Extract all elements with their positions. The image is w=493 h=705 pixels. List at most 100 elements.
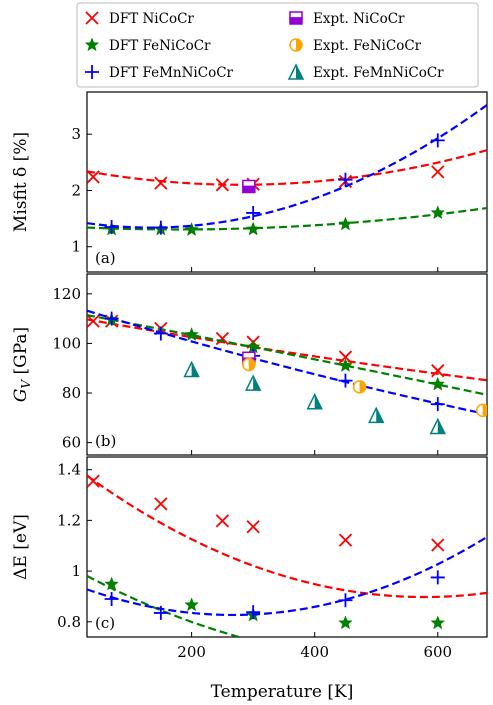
plot-area <box>87 104 487 237</box>
data-point-dft-femnnicocr <box>153 605 168 620</box>
y-tick-label: 120 <box>52 285 81 303</box>
series-dft-femnnicocr <box>87 536 487 620</box>
data-point-dft-fenicocr <box>430 376 446 391</box>
data-point-dft-femnnicocr <box>338 172 353 187</box>
panel-tag: (c) <box>95 614 115 632</box>
data-point-dft-nicocr <box>431 165 445 179</box>
panel-frame <box>86 456 488 638</box>
data-point-dft-nicocr <box>87 314 100 328</box>
data-point-dft-nicocr <box>215 514 230 528</box>
fit-line-dft-femnnicocr <box>87 309 487 416</box>
plot-area <box>87 474 487 637</box>
series-dft-fenicocr <box>87 574 446 637</box>
legend-label: Expt. FeMnNiCoCr <box>313 65 444 81</box>
data-point-dft-femnnicocr <box>153 326 168 341</box>
data-point-dft-nicocr <box>87 474 100 488</box>
x-tick-label: 400 <box>300 643 329 661</box>
data-point-dft-femnnicocr <box>338 593 353 608</box>
legend-label: Expt. FeNiCoCr <box>313 38 422 54</box>
data-point-dft-fenicocr <box>338 216 353 231</box>
legend-marker-dft-fenicocr <box>84 37 100 52</box>
fit-line-dft-nicocr <box>87 149 487 186</box>
data-point-expt-fenicocr <box>242 357 256 372</box>
data-point-dft-nicocr <box>154 497 168 511</box>
legend-label: DFT FeNiCoCr <box>109 38 211 54</box>
data-point-dft-fenicocr <box>430 615 446 630</box>
data-point-expt-femnnicocr <box>244 374 262 391</box>
legend: DFT NiCoCr Expt. NiCoCr DFT FeNiCoCr Expt. … <box>76 2 479 88</box>
x-axis-label: Temperature [K] <box>211 682 354 702</box>
data-point-dft-nicocr <box>246 520 260 534</box>
fit-line-dft-fenicocr <box>87 314 487 396</box>
data-point-dft-nicocr <box>338 533 353 547</box>
data-point-dft-fenicocr <box>184 327 199 341</box>
series-dft-nicocr <box>87 314 487 382</box>
series-dft-fenicocr <box>87 205 487 237</box>
y-tick-label: 100 <box>52 334 81 352</box>
y-tick-label: 0.8 <box>57 613 81 631</box>
y-tick-label: 1.2 <box>57 511 81 529</box>
data-point-dft-fenicocr <box>184 222 199 237</box>
legend-marker-expt-femnnicocr <box>287 63 305 80</box>
legend-entry-expt-femnnicocr: Expt. FeMnNiCoCr <box>287 63 444 81</box>
data-point-dft-femnnicocr <box>246 605 261 620</box>
legend-entry-expt-fenicocr: Expt. FeNiCoCr <box>289 38 422 54</box>
data-point-dft-femnnicocr <box>104 591 119 606</box>
data-point-dft-nicocr <box>87 170 100 184</box>
data-point-dft-nicocr <box>431 364 445 378</box>
data-point-expt-nicocr <box>242 179 256 194</box>
series-expt-nicocr <box>242 179 256 194</box>
legend-marker-expt-nicocr <box>289 11 303 25</box>
data-point-dft-fenicocr <box>430 205 446 220</box>
data-point-dft-femnnicocr <box>153 220 168 235</box>
fit-line-dft-fenicocr <box>87 574 244 637</box>
series-dft-fenicocr <box>87 312 487 396</box>
x-tick-label: 200 <box>177 643 206 661</box>
data-point-dft-femnnicocr <box>246 205 261 220</box>
legend-marker-dft-femnnicocr <box>85 65 99 79</box>
data-point-dft-femnnicocr <box>104 220 119 234</box>
legend-entry-dft-nicocr: DFT NiCoCr <box>85 11 194 27</box>
legend-frame <box>76 2 479 88</box>
legend-marker-dft-nicocr <box>85 11 99 25</box>
chart-panels: 1 2 3 Misfit δ [%] (a) 60 80 100 120 GV [GPa] (b) 0… <box>11 91 488 661</box>
data-point-dft-nicocr <box>154 176 168 190</box>
series-dft-nicocr <box>87 149 487 192</box>
data-point-dft-femnnicocr <box>104 311 119 326</box>
fit-line-dft-nicocr <box>87 474 487 599</box>
plot-area <box>87 309 487 435</box>
panel-tag: (b) <box>95 432 116 450</box>
legend-entry-expt-nicocr: Expt. NiCoCr <box>289 11 405 27</box>
panel-2: 60 80 100 120 GV [GPa] (b) <box>11 273 488 456</box>
fit-line-dft-nicocr <box>87 318 487 382</box>
data-point-dft-nicocr <box>215 178 230 192</box>
legend-label: DFT FeMnNiCoCr <box>109 65 234 81</box>
data-point-expt-femnnicocr <box>429 417 446 435</box>
panel-1: 1 2 3 Misfit δ [%] (a) <box>11 91 488 273</box>
data-point-dft-femnnicocr <box>430 570 445 585</box>
panel-frame <box>86 91 488 273</box>
series-expt-femnnicocr <box>183 360 446 435</box>
data-point-expt-femnnicocr <box>306 393 323 410</box>
legend-label: Expt. NiCoCr <box>313 11 405 27</box>
data-point-dft-nicocr <box>215 331 230 346</box>
legend-entry-dft-femnnicocr: DFT FeMnNiCoCr <box>85 65 234 81</box>
y-tick-label: 80 <box>62 384 81 402</box>
y-axis-label: GV [GPa] <box>11 327 33 402</box>
y-tick-label: 3 <box>71 125 81 143</box>
y-tick-label: 1 <box>71 238 81 256</box>
series-expt-fenicocr <box>242 357 487 418</box>
y-tick-label: 1.4 <box>57 461 81 479</box>
data-point-expt-fenicocr <box>352 380 367 394</box>
fit-line-dft-fenicocr <box>87 206 487 231</box>
data-point-dft-fenicocr <box>184 597 199 612</box>
series-dft-femnnicocr <box>87 309 487 416</box>
data-point-dft-nicocr <box>431 538 445 552</box>
data-point-dft-fenicocr <box>104 576 119 591</box>
data-point-dft-femnnicocr <box>338 373 353 388</box>
data-point-expt-femnnicocr <box>368 406 385 424</box>
panel-frame <box>86 273 488 456</box>
data-point-expt-fenicocr <box>475 403 487 418</box>
y-tick-label: 2 <box>71 181 81 199</box>
